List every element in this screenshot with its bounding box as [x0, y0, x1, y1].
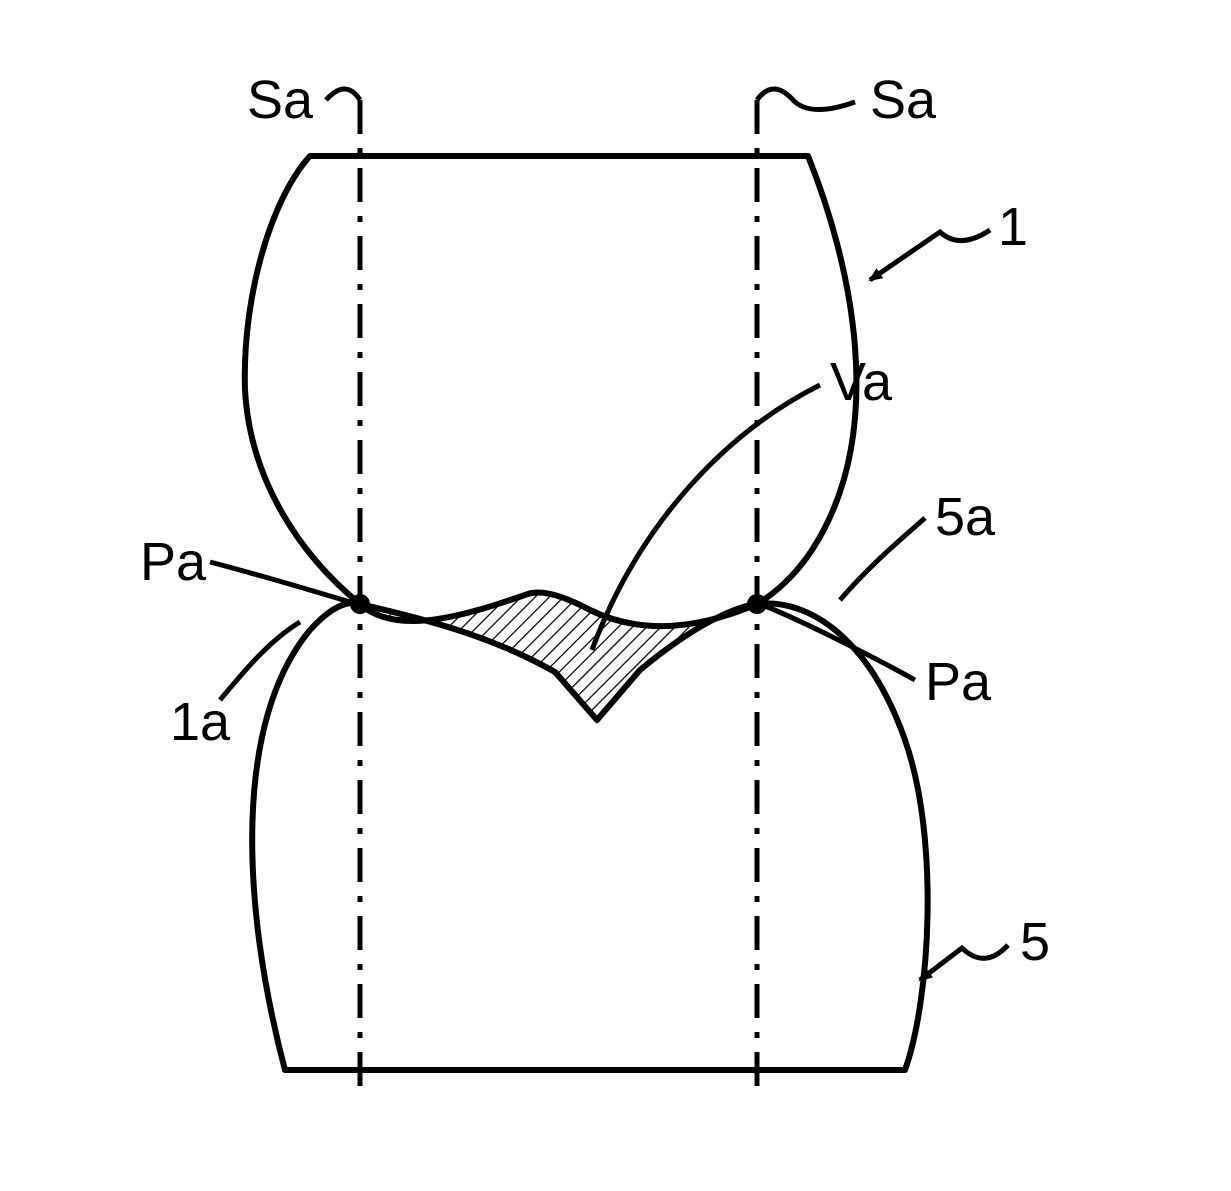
label-5a: 5a	[935, 487, 996, 547]
leader-va	[592, 385, 820, 650]
leader-five	[920, 945, 1008, 980]
leader-sa-right	[757, 89, 855, 110]
label-5: 5	[1020, 912, 1050, 972]
leader-5a	[840, 518, 925, 600]
leader-one	[870, 230, 990, 280]
label-1a: 1a	[170, 692, 231, 752]
leader-sa-left	[326, 89, 360, 100]
leader-pa-right	[765, 606, 915, 680]
label-pa-left: Pa	[140, 532, 207, 592]
label-sa-left: Sa	[247, 70, 314, 130]
contact-point-right	[747, 594, 767, 614]
label-va: Va	[830, 352, 893, 412]
leader-pa-left	[210, 562, 350, 602]
void-region	[360, 593, 757, 720]
contact-point-left	[350, 594, 370, 614]
label-pa-right: Pa	[925, 652, 992, 712]
label-1: 1	[998, 197, 1028, 257]
label-sa-right: Sa	[870, 70, 937, 130]
upper-tooth-outline	[245, 156, 857, 626]
